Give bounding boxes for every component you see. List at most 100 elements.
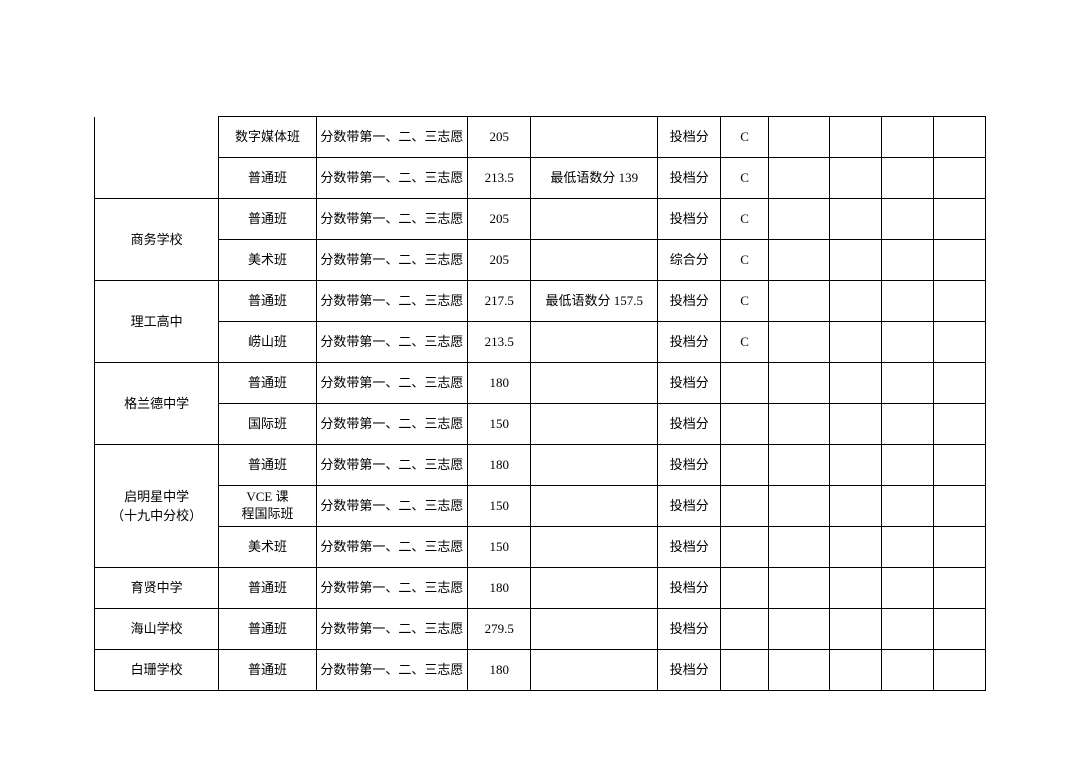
empty-cell bbox=[881, 650, 933, 691]
table-row: VCE 课程国际班分数带第一、二、三志愿150投档分 bbox=[95, 486, 986, 527]
empty-cell bbox=[881, 117, 933, 158]
note-cell bbox=[531, 609, 658, 650]
score-cell: 180 bbox=[468, 650, 531, 691]
school-cell: 理工高中 bbox=[95, 281, 219, 363]
empty-cell bbox=[829, 568, 881, 609]
empty-cell bbox=[768, 322, 829, 363]
score-cell: 217.5 bbox=[468, 281, 531, 322]
empty-cell bbox=[829, 404, 881, 445]
empty-cell bbox=[768, 281, 829, 322]
empty-cell bbox=[933, 158, 985, 199]
score-cell: 213.5 bbox=[468, 158, 531, 199]
grade-cell: C bbox=[721, 158, 768, 199]
empty-cell bbox=[881, 158, 933, 199]
school-cell: 育贤中学 bbox=[95, 568, 219, 609]
empty-cell bbox=[933, 281, 985, 322]
score-cell: 213.5 bbox=[468, 322, 531, 363]
school-cell bbox=[95, 117, 219, 199]
note-cell bbox=[531, 240, 658, 281]
score-cell: 180 bbox=[468, 445, 531, 486]
score-type-cell: 投档分 bbox=[658, 609, 721, 650]
empty-cell bbox=[933, 117, 985, 158]
empty-cell bbox=[768, 199, 829, 240]
grade-cell: C bbox=[721, 117, 768, 158]
empty-cell bbox=[933, 486, 985, 527]
empty-cell bbox=[933, 404, 985, 445]
batch-cell: 分数带第一、二、三志愿 bbox=[316, 199, 468, 240]
score-cell: 205 bbox=[468, 117, 531, 158]
grade-cell bbox=[721, 609, 768, 650]
note-cell bbox=[531, 363, 658, 404]
note-cell bbox=[531, 527, 658, 568]
score-type-cell: 投档分 bbox=[658, 445, 721, 486]
table-row: 商务学校普通班分数带第一、二、三志愿205投档分C bbox=[95, 199, 986, 240]
class-type-cell: 普通班 bbox=[219, 609, 316, 650]
score-cell: 205 bbox=[468, 240, 531, 281]
empty-cell bbox=[933, 199, 985, 240]
empty-cell bbox=[881, 609, 933, 650]
score-cell: 150 bbox=[468, 486, 531, 527]
batch-cell: 分数带第一、二、三志愿 bbox=[316, 281, 468, 322]
empty-cell bbox=[933, 650, 985, 691]
score-cell: 279.5 bbox=[468, 609, 531, 650]
empty-cell bbox=[829, 281, 881, 322]
table-row: 理工高中普通班分数带第一、二、三志愿217.5最低语数分 157.5投档分C bbox=[95, 281, 986, 322]
batch-cell: 分数带第一、二、三志愿 bbox=[316, 568, 468, 609]
class-type-cell: 美术班 bbox=[219, 240, 316, 281]
empty-cell bbox=[768, 158, 829, 199]
grade-cell bbox=[721, 445, 768, 486]
batch-cell: 分数带第一、二、三志愿 bbox=[316, 117, 468, 158]
empty-cell bbox=[829, 158, 881, 199]
empty-cell bbox=[829, 609, 881, 650]
grade-cell bbox=[721, 404, 768, 445]
table-row: 国际班分数带第一、二、三志愿150投档分 bbox=[95, 404, 986, 445]
school-cell: 格兰德中学 bbox=[95, 363, 219, 445]
grade-cell: C bbox=[721, 240, 768, 281]
note-cell bbox=[531, 650, 658, 691]
note-cell bbox=[531, 486, 658, 527]
note-cell: 最低语数分 157.5 bbox=[531, 281, 658, 322]
table-row: 启明星中学（十九中分校）普通班分数带第一、二、三志愿180投档分 bbox=[95, 445, 986, 486]
empty-cell bbox=[933, 240, 985, 281]
grade-cell bbox=[721, 527, 768, 568]
table-row: 格兰德中学普通班分数带第一、二、三志愿180投档分 bbox=[95, 363, 986, 404]
empty-cell bbox=[881, 527, 933, 568]
class-type-cell: 数字媒体班 bbox=[219, 117, 316, 158]
batch-cell: 分数带第一、二、三志愿 bbox=[316, 445, 468, 486]
class-type-cell: 普通班 bbox=[219, 158, 316, 199]
empty-cell bbox=[768, 486, 829, 527]
batch-cell: 分数带第一、二、三志愿 bbox=[316, 650, 468, 691]
grade-cell bbox=[721, 650, 768, 691]
school-cell: 启明星中学（十九中分校） bbox=[95, 445, 219, 568]
empty-cell bbox=[881, 240, 933, 281]
empty-cell bbox=[881, 281, 933, 322]
class-type-cell: 普通班 bbox=[219, 199, 316, 240]
score-cell: 150 bbox=[468, 527, 531, 568]
empty-cell bbox=[768, 609, 829, 650]
score-cell: 150 bbox=[468, 404, 531, 445]
empty-cell bbox=[829, 486, 881, 527]
class-type-cell: 普通班 bbox=[219, 445, 316, 486]
empty-cell bbox=[881, 322, 933, 363]
table-row: 普通班分数带第一、二、三志愿213.5最低语数分 139投档分C bbox=[95, 158, 986, 199]
note-cell bbox=[531, 117, 658, 158]
note-cell bbox=[531, 568, 658, 609]
empty-cell bbox=[881, 486, 933, 527]
score-type-cell: 投档分 bbox=[658, 363, 721, 404]
table-row: 海山学校普通班分数带第一、二、三志愿279.5投档分 bbox=[95, 609, 986, 650]
empty-cell bbox=[768, 650, 829, 691]
empty-cell bbox=[829, 199, 881, 240]
note-cell bbox=[531, 445, 658, 486]
batch-cell: 分数带第一、二、三志愿 bbox=[316, 486, 468, 527]
school-cell: 白珊学校 bbox=[95, 650, 219, 691]
score-type-cell: 投档分 bbox=[658, 568, 721, 609]
class-type-cell: VCE 课程国际班 bbox=[219, 486, 316, 527]
empty-cell bbox=[768, 527, 829, 568]
table-row: 育贤中学普通班分数带第一、二、三志愿180投档分 bbox=[95, 568, 986, 609]
empty-cell bbox=[829, 322, 881, 363]
table-row: 数字媒体班分数带第一、二、三志愿205投档分C bbox=[95, 117, 986, 158]
score-type-cell: 投档分 bbox=[658, 404, 721, 445]
empty-cell bbox=[881, 568, 933, 609]
batch-cell: 分数带第一、二、三志愿 bbox=[316, 609, 468, 650]
grade-cell bbox=[721, 363, 768, 404]
